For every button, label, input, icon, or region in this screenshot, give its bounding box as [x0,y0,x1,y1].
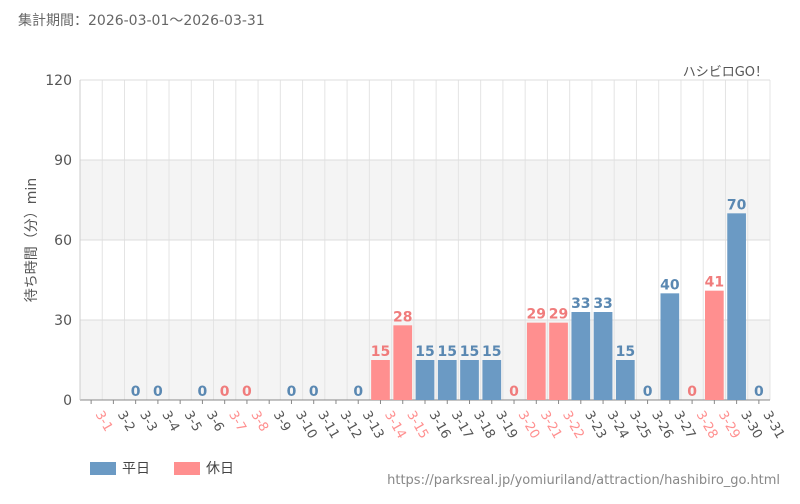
bar-value-label: 15 [438,344,457,360]
x-tick-label: 3-25 [626,409,654,442]
bar-value-label: 15 [460,344,479,360]
y-tick-label: 0 [63,393,72,409]
legend-holiday-label: 休日 [206,461,234,477]
bar-value-label: 28 [393,309,412,325]
x-tick-label: 3-23 [581,409,609,442]
bar-value-label: 15 [482,344,501,360]
x-tick-label: 3-7 [225,409,249,435]
x-tick-label: 3-26 [648,409,676,442]
x-tick-label: 3-1 [92,409,116,435]
x-tick-label: 3-29 [715,409,743,442]
y-tick-label: 90 [54,153,72,169]
x-tick-label: 3-9 [270,409,294,435]
x-tick-label: 3-13 [359,409,387,442]
x-tick-label: 3-19 [492,409,520,442]
x-tick-label: 3-30 [737,409,765,442]
x-tick-label: 3-22 [559,409,587,442]
bar-value-label: 29 [549,307,568,323]
holiday-swatch [174,461,200,475]
bar [526,322,546,400]
legend-weekday-label: 平日 [122,461,150,477]
weekday-swatch [90,461,116,475]
bar-value-label: 40 [660,277,680,293]
y-tick-label: 60 [54,233,72,249]
bar-value-label: 29 [527,307,546,323]
y-tick-label: 30 [54,313,72,329]
x-tick-label: 3-8 [247,409,271,435]
bar-value-label: 15 [616,344,635,360]
x-tick-label: 3-31 [759,409,787,442]
x-tick-label: 3-21 [537,409,565,442]
x-tick-label: 3-18 [470,409,498,442]
x-tick-label: 3-4 [158,409,182,435]
x-tick-label: 3-15 [403,409,431,442]
bar-value-label: 0 [287,384,297,400]
plot-band [80,160,770,240]
bar-value-label: 0 [309,384,319,400]
bar-value-label: 15 [415,344,434,360]
x-tick-label: 3-28 [693,409,721,442]
bar [593,312,613,400]
bar [571,312,591,400]
bar-value-label: 70 [727,197,747,213]
bar-value-label: 0 [687,384,697,400]
x-tick-label: 3-16 [426,409,454,442]
plot-band [80,240,770,320]
bar-value-label: 0 [353,384,363,400]
bar [415,360,435,400]
bar [727,213,746,400]
bar-value-label: 41 [705,275,724,291]
bar-value-label: 0 [754,384,764,400]
x-tick-label: 3-24 [604,409,632,442]
source-url-link[interactable]: https://parksreal.jp/yomiuriland/attract… [387,473,780,488]
x-tick-label: 3-6 [203,409,227,435]
bar-value-label: 0 [643,384,653,400]
y-axis-label: 待ち時間（分）min [24,178,40,302]
bar [615,360,635,400]
bar-value-label: 0 [242,384,252,400]
bar-value-label: 0 [153,384,163,400]
bar-value-label: 15 [371,344,390,360]
attraction-label: ハシビロGO！ [682,65,768,80]
x-tick-label: 3-2 [114,409,138,435]
bar-value-label: 33 [593,296,612,312]
legend-holiday: 休日 [174,458,234,478]
bar [437,360,457,400]
bar-value-label: 0 [131,384,141,400]
y-tick-label: 120 [45,73,72,89]
bar-value-label: 0 [220,384,230,400]
x-tick-label: 3-12 [337,409,365,442]
bar [660,293,680,400]
bar-value-label: 0 [198,384,208,400]
x-tick-label: 3-27 [670,409,698,442]
x-tick-label: 3-17 [448,409,476,442]
chart-legend: 平日 休日 [90,458,234,478]
x-tick-label: 3-20 [515,409,543,442]
x-tick-label: 3-10 [292,409,320,442]
bar [371,360,390,400]
bar [393,325,413,400]
bar [705,290,724,400]
x-tick-label: 3-14 [381,409,409,442]
x-tick-label: 3-5 [181,409,205,435]
bar [460,360,479,400]
legend-weekday: 平日 [90,458,150,478]
x-tick-label: 3-3 [136,409,160,435]
bar [549,322,568,400]
x-tick-label: 3-11 [314,409,342,442]
collection-period: 集計期間：2026-03-01～2026-03-31 [18,13,265,29]
bar [482,360,502,400]
bar-value-label: 0 [509,384,519,400]
bar-value-label: 33 [571,296,590,312]
plot-band [80,80,770,160]
